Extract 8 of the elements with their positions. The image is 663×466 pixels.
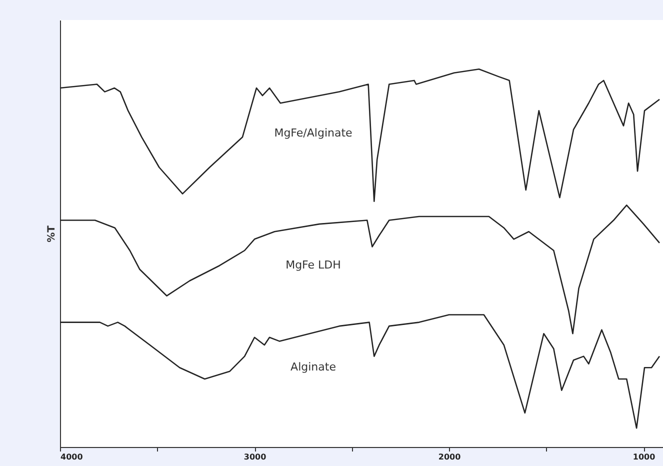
x-tick-label: 4000 [60, 452, 84, 462]
x-tick-label: 1000 [632, 452, 656, 462]
x-tick-label: 3000 [244, 452, 267, 462]
series-label: Alginate [290, 360, 336, 374]
y-axis-title: %T [46, 225, 58, 242]
x-tick-label: 2000 [438, 452, 462, 462]
text: MgFe LDH [286, 258, 341, 272]
series-label: MgFe/Alginate [274, 126, 353, 140]
